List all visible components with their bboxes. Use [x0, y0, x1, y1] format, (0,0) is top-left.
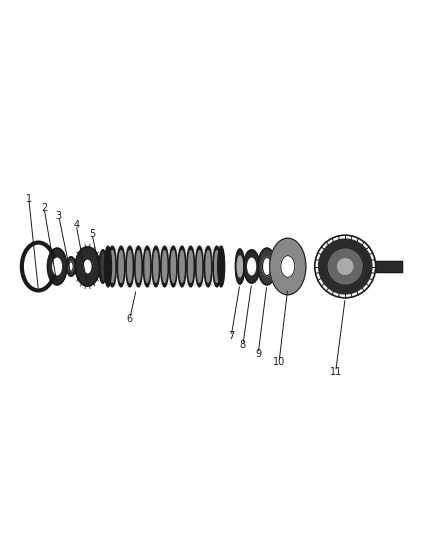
Ellipse shape — [248, 258, 255, 275]
Text: 10: 10 — [273, 357, 285, 367]
Ellipse shape — [215, 251, 219, 282]
Ellipse shape — [180, 251, 184, 282]
Text: 8: 8 — [240, 340, 246, 350]
Ellipse shape — [206, 251, 210, 282]
Ellipse shape — [161, 246, 169, 287]
Ellipse shape — [195, 246, 203, 287]
Ellipse shape — [274, 245, 302, 288]
Ellipse shape — [136, 251, 141, 282]
Ellipse shape — [338, 259, 353, 274]
Ellipse shape — [53, 259, 61, 274]
Ellipse shape — [143, 246, 151, 287]
Ellipse shape — [119, 251, 123, 282]
Text: 5: 5 — [89, 229, 95, 239]
Ellipse shape — [327, 248, 364, 285]
Ellipse shape — [110, 251, 115, 282]
Ellipse shape — [109, 246, 116, 287]
Ellipse shape — [83, 259, 92, 274]
Ellipse shape — [187, 246, 194, 287]
Ellipse shape — [75, 247, 100, 286]
Text: 3: 3 — [56, 212, 62, 221]
Ellipse shape — [213, 246, 221, 287]
Text: 9: 9 — [255, 349, 261, 359]
Ellipse shape — [262, 257, 271, 276]
Ellipse shape — [162, 251, 167, 282]
Ellipse shape — [47, 248, 67, 285]
Ellipse shape — [218, 246, 225, 287]
FancyBboxPatch shape — [108, 247, 221, 286]
Ellipse shape — [188, 251, 193, 282]
Ellipse shape — [318, 239, 372, 294]
Text: 6: 6 — [127, 314, 133, 324]
Text: 4: 4 — [73, 220, 79, 230]
Ellipse shape — [154, 251, 158, 282]
Ellipse shape — [126, 246, 134, 287]
Text: 2: 2 — [41, 203, 47, 213]
Ellipse shape — [145, 251, 149, 282]
Text: 1: 1 — [26, 194, 32, 204]
Ellipse shape — [105, 246, 112, 287]
Text: 7: 7 — [228, 331, 234, 341]
Ellipse shape — [244, 250, 259, 283]
Text: 11: 11 — [329, 367, 342, 377]
Ellipse shape — [237, 256, 243, 277]
Ellipse shape — [127, 251, 132, 282]
Ellipse shape — [134, 246, 142, 287]
Ellipse shape — [281, 256, 295, 277]
Bar — [376, 261, 402, 272]
Ellipse shape — [197, 251, 201, 282]
Ellipse shape — [69, 262, 73, 271]
Ellipse shape — [117, 246, 125, 287]
Ellipse shape — [170, 246, 177, 287]
Ellipse shape — [152, 246, 160, 287]
Ellipse shape — [270, 238, 306, 295]
Ellipse shape — [171, 251, 176, 282]
Ellipse shape — [67, 257, 75, 276]
Ellipse shape — [204, 246, 212, 287]
Ellipse shape — [99, 250, 106, 283]
Ellipse shape — [258, 248, 276, 285]
Ellipse shape — [236, 249, 244, 284]
Ellipse shape — [178, 246, 186, 287]
